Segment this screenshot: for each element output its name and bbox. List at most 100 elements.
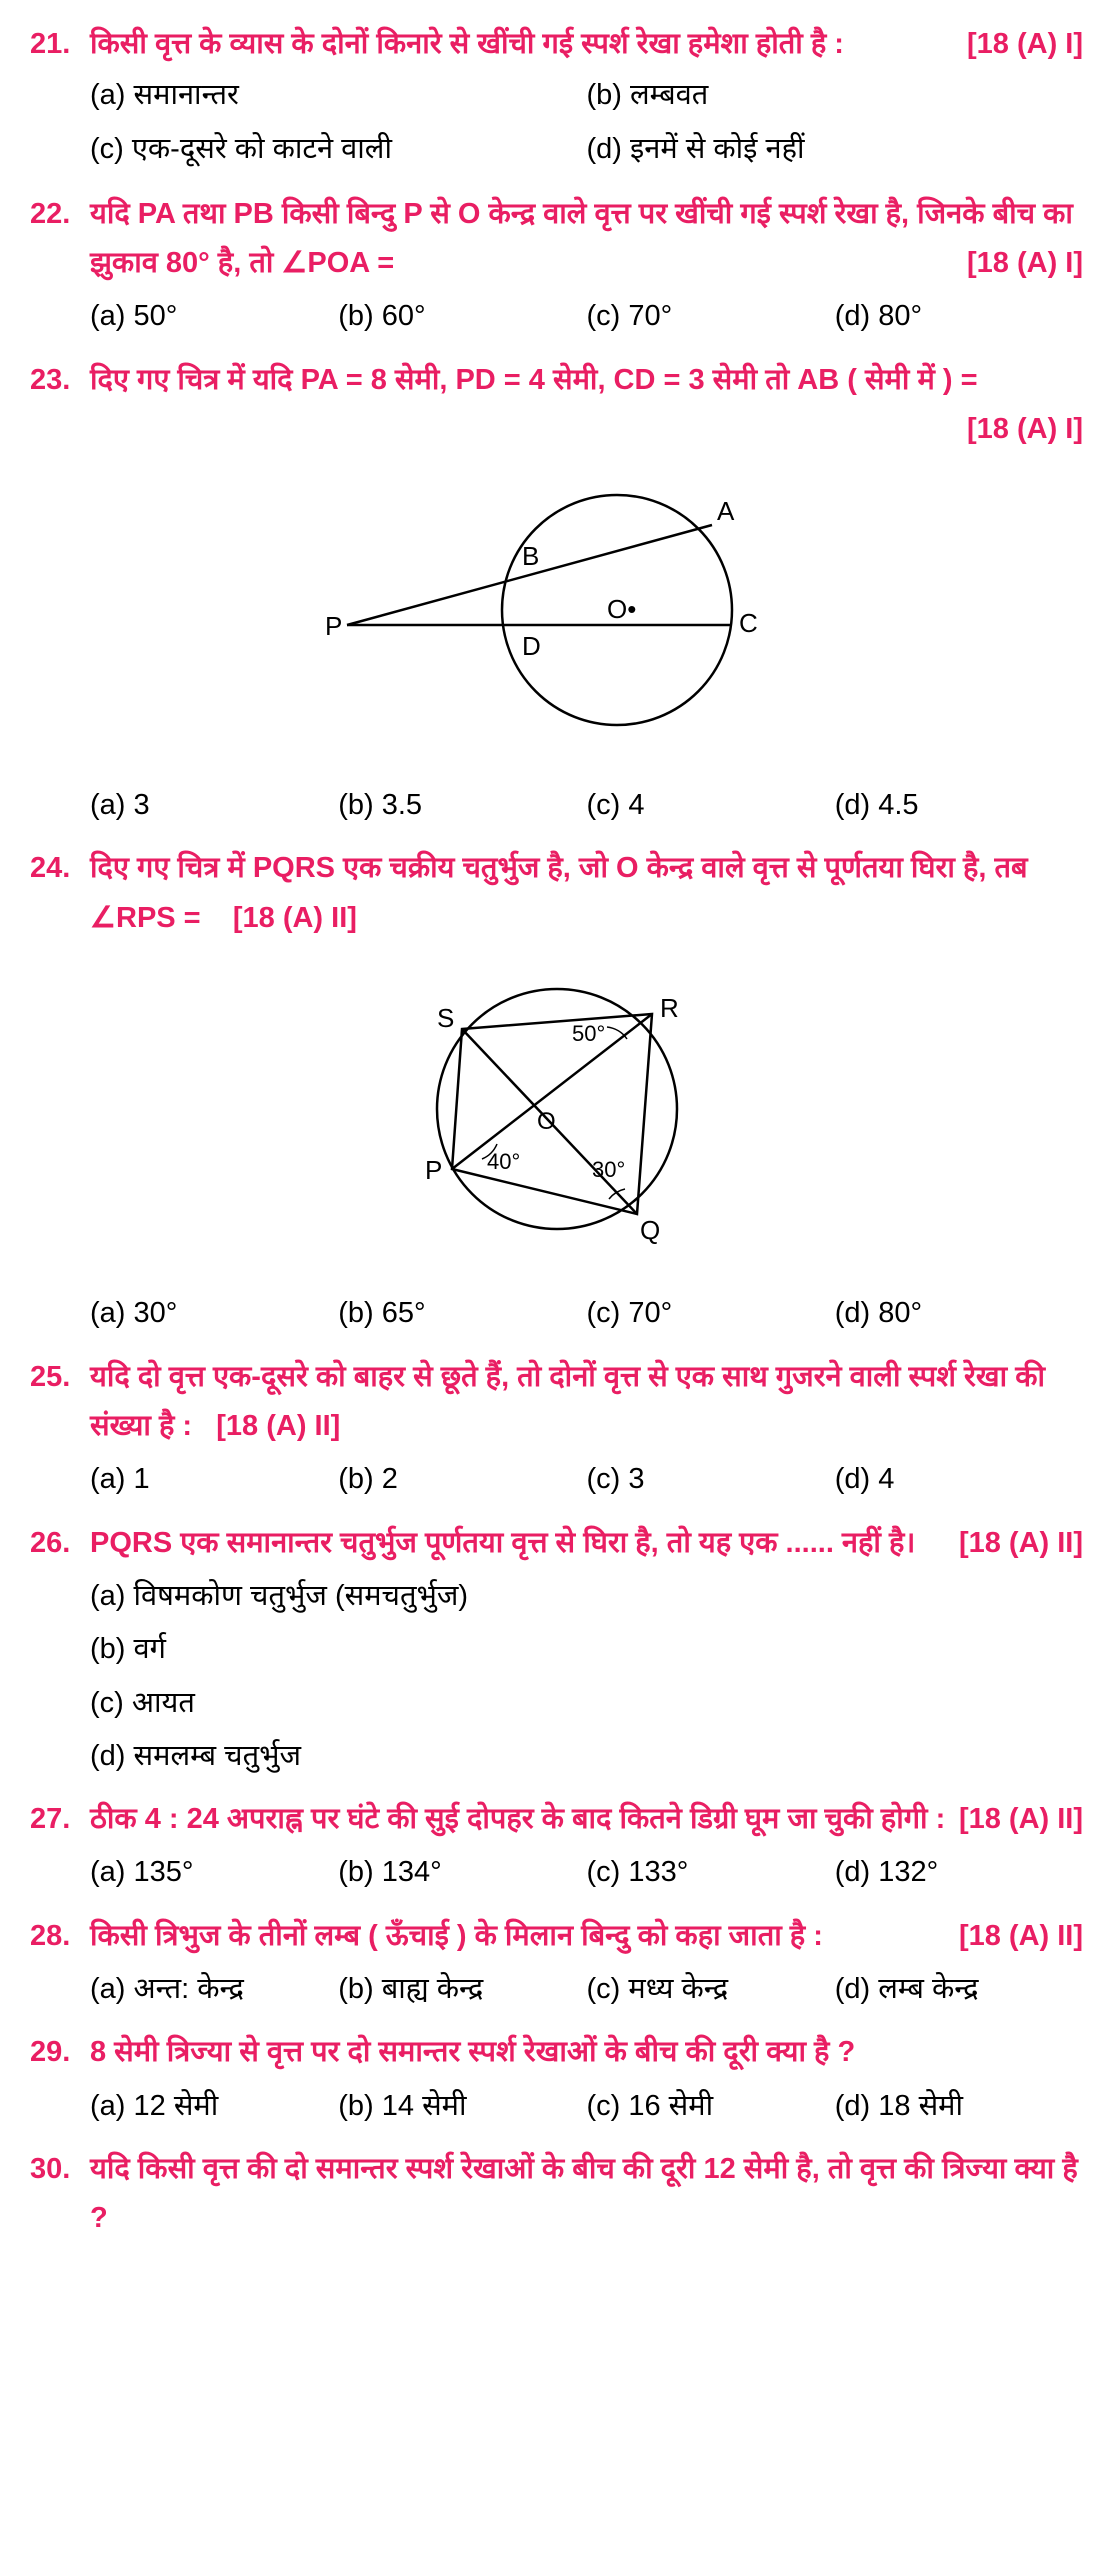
option-a: (a) समानान्तर: [90, 71, 587, 120]
q-text: यदि किसी वृत्त की दो समान्तर स्पर्श रेखा…: [90, 2145, 1083, 2244]
options: (a) 3 (b) 3.5 (c) 4 (d) 4.5: [30, 781, 1083, 830]
label-q: Q: [640, 1215, 660, 1245]
option-d: (d) समलम्ब चतुर्भुज: [90, 1732, 1083, 1781]
q-text: PQRS एक समानान्तर चतुर्भुज पूर्णतया वृत्…: [90, 1519, 1083, 1568]
q-text: 8 सेमी त्रिज्या से वृत्त पर दो समान्तर स…: [90, 2028, 1083, 2077]
q-ref: [18 (A) II]: [959, 1912, 1083, 1961]
option-b: (b) 134°: [338, 1848, 586, 1897]
q-number: 29.: [30, 2028, 90, 2077]
q-number: 28.: [30, 1912, 90, 1961]
options: (a) समानान्तर (b) लम्बवत (c) एक-दूसरे को…: [30, 69, 1083, 176]
option-b: (b) वर्ग: [90, 1625, 1083, 1674]
label-p: P: [425, 1155, 442, 1185]
option-b: (b) 14 सेमी: [338, 2082, 586, 2131]
option-c: (c) 70°: [587, 1289, 835, 1338]
q-text-body: 8 सेमी त्रिज्या से वृत्त पर दो समान्तर स…: [90, 2036, 855, 2068]
q-text-body: किसी वृत्त के व्यास के दोनों किनारे से ख…: [90, 28, 844, 60]
option-c: (c) 3: [587, 1455, 835, 1504]
question-27: 27. ठीक 4 : 24 अपराह्न पर घंटे की सुई दो…: [30, 1795, 1083, 1898]
question-25: 25. यदि दो वृत्त एक-दूसरे को बाहर से छूत…: [30, 1353, 1083, 1505]
question-30: 30. यदि किसी वृत्त की दो समान्तर स्पर्श …: [30, 2145, 1083, 2244]
q-number: 25.: [30, 1353, 90, 1402]
option-d: (d) 80°: [835, 292, 1083, 341]
q-text-body: यदि PA तथा PB किसी बिन्दु P से O केन्द्र…: [90, 198, 1073, 279]
option-c: (c) 70°: [587, 292, 835, 341]
option-a: (a) 135°: [90, 1848, 338, 1897]
option-b: (b) लम्बवत: [587, 71, 1084, 120]
options: (a) 30° (b) 65° (c) 70° (d) 80°: [30, 1289, 1083, 1338]
q-text-body: किसी त्रिभुज के तीनों लम्ब ( ऊँचाई ) के …: [90, 1920, 823, 1952]
label-30: 30°: [592, 1157, 625, 1182]
option-d: (d) लम्ब केन्द्र: [835, 1965, 1083, 2014]
label-r: R: [660, 993, 679, 1023]
q-ref: [18 (A) I]: [967, 20, 1083, 69]
question-28: 28. किसी त्रिभुज के तीनों लम्ब ( ऊँचाई )…: [30, 1912, 1083, 2015]
option-c: (c) 133°: [587, 1848, 835, 1897]
q-ref: [18 (A) II]: [959, 1795, 1083, 1844]
diagram-23: P B A O• C D: [30, 470, 1083, 765]
option-b: (b) बाह्य केन्द्र: [338, 1965, 586, 2014]
label-b: B: [522, 541, 539, 571]
option-d: (d) 18 सेमी: [835, 2082, 1083, 2131]
option-a: (a) 12 सेमी: [90, 2082, 338, 2131]
q-number: 27.: [30, 1795, 90, 1844]
question-23: 23. दिए गए चित्र में यदि PA = 8 सेमी, PD…: [30, 356, 1083, 830]
option-a: (a) 30°: [90, 1289, 338, 1338]
option-b: (b) 3.5: [338, 781, 586, 830]
options: (a) 1 (b) 2 (c) 3 (d) 4: [30, 1455, 1083, 1504]
q-text: दिए गए चित्र में यदि PA = 8 सेमी, PD = 4…: [90, 356, 1083, 455]
option-c: (c) मध्य केन्द्र: [587, 1965, 835, 2014]
option-a: (a) विषमकोण चतुर्भुज (समचतुर्भुज): [90, 1572, 1083, 1621]
label-o: O•: [607, 594, 636, 624]
q-number: 22.: [30, 190, 90, 239]
q-number: 30.: [30, 2145, 90, 2194]
question-22: 22. यदि PA तथा PB किसी बिन्दु P से O केन…: [30, 190, 1083, 342]
q-text: किसी त्रिभुज के तीनों लम्ब ( ऊँचाई ) के …: [90, 1912, 1083, 1961]
option-d: (d) 4: [835, 1455, 1083, 1504]
q-number: 26.: [30, 1519, 90, 1568]
label-d: D: [522, 631, 541, 661]
label-c: C: [739, 608, 758, 638]
question-21: 21. किसी वृत्त के व्यास के दोनों किनारे …: [30, 20, 1083, 176]
question-29: 29. 8 सेमी त्रिज्या से वृत्त पर दो समान्…: [30, 2028, 1083, 2131]
q-text-body: दिए गए चित्र में PQRS एक चक्रीय चतुर्भुज…: [90, 852, 1028, 933]
option-d: (d) इनमें से कोई नहीं: [587, 125, 1084, 174]
option-d: (d) 132°: [835, 1848, 1083, 1897]
option-a: (a) अन्त: केन्द्र: [90, 1965, 338, 2014]
option-a: (a) 3: [90, 781, 338, 830]
options: (a) 135° (b) 134° (c) 133° (d) 132°: [30, 1848, 1083, 1897]
label-o: O: [537, 1108, 556, 1135]
q-ref: [18 (A) I]: [967, 239, 1083, 288]
q-text-body: यदि किसी वृत्त की दो समान्तर स्पर्श रेखा…: [90, 2153, 1078, 2234]
label-s: S: [437, 1003, 454, 1033]
option-c: (c) 16 सेमी: [587, 2082, 835, 2131]
option-a: (a) 50°: [90, 292, 338, 341]
q-text-body: ठीक 4 : 24 अपराह्न पर घंटे की सुई दोपहर …: [90, 1803, 945, 1835]
option-d: (d) 80°: [835, 1289, 1083, 1338]
question-26: 26. PQRS एक समानान्तर चतुर्भुज पूर्णतया …: [30, 1519, 1083, 1781]
option-c: (c) आयत: [90, 1679, 1083, 1728]
q-number: 23.: [30, 356, 90, 405]
q-text: ठीक 4 : 24 अपराह्न पर घंटे की सुई दोपहर …: [90, 1795, 1083, 1844]
q-ref: [18 (A) II]: [233, 902, 357, 934]
options: (a) अन्त: केन्द्र (b) बाह्य केन्द्र (c) …: [30, 1965, 1083, 2014]
option-b: (b) 60°: [338, 292, 586, 341]
label-50: 50°: [572, 1021, 605, 1046]
option-b: (b) 2: [338, 1455, 586, 1504]
q-text: किसी वृत्त के व्यास के दोनों किनारे से ख…: [90, 20, 1083, 69]
question-24: 24. दिए गए चित्र में PQRS एक चक्रीय चतुर…: [30, 844, 1083, 1338]
options: (a) विषमकोण चतुर्भुज (समचतुर्भुज) (b) वर…: [30, 1572, 1083, 1781]
q-text-body: PQRS एक समानान्तर चतुर्भुज पूर्णतया वृत्…: [90, 1527, 915, 1559]
option-a: (a) 1: [90, 1455, 338, 1504]
q-ref: [18 (A) II]: [959, 1519, 1083, 1568]
diagram-24: S R P Q O 50° 40° 30°: [30, 959, 1083, 1274]
label-p: P: [325, 611, 342, 641]
q-number: 24.: [30, 844, 90, 893]
q-text: यदि PA तथा PB किसी बिन्दु P से O केन्द्र…: [90, 190, 1083, 289]
q-text-body: दिए गए चित्र में यदि PA = 8 सेमी, PD = 4…: [90, 364, 978, 396]
q-number: 21.: [30, 20, 90, 69]
q-text: दिए गए चित्र में PQRS एक चक्रीय चतुर्भुज…: [90, 844, 1083, 943]
q-ref: [18 (A) II]: [216, 1410, 340, 1442]
q-ref: [18 (A) I]: [967, 405, 1083, 454]
options: (a) 50° (b) 60° (c) 70° (d) 80°: [30, 292, 1083, 341]
